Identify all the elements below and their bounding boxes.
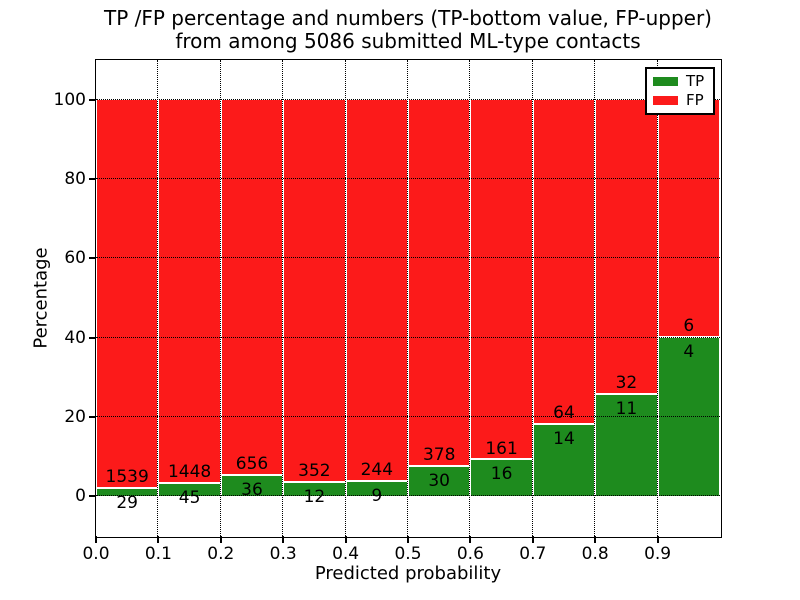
bar-label-fp-0: 1539 bbox=[105, 467, 149, 488]
gridline-x-0.1 bbox=[157, 60, 159, 536]
y-tick-label-100: 100 bbox=[53, 89, 86, 110]
gridline-y-20 bbox=[96, 416, 720, 417]
bar-fp-9 bbox=[657, 99, 720, 338]
x-tick-0.4 bbox=[344, 536, 347, 543]
legend-label-tp: TP bbox=[686, 72, 705, 90]
y-tick-label-0: 0 bbox=[75, 486, 86, 507]
legend-swatch-tp bbox=[653, 77, 678, 86]
x-tick-0.9 bbox=[656, 536, 659, 543]
x-tick-label-0.5: 0.5 bbox=[394, 544, 422, 564]
x-tick-0.5 bbox=[407, 536, 409, 543]
bar-fp-5 bbox=[408, 99, 471, 468]
bar-label-tp-2: 36 bbox=[241, 479, 263, 500]
gridline-x-0.8 bbox=[594, 60, 596, 536]
bar-tp-8 bbox=[595, 394, 658, 497]
y-tick-label-20: 20 bbox=[64, 407, 86, 427]
y-tick-label-60: 60 bbox=[64, 248, 86, 269]
bar-tp-6 bbox=[470, 460, 533, 497]
bar-tp-5 bbox=[408, 467, 471, 497]
legend: TP FP bbox=[645, 67, 715, 115]
x-tick-0.2 bbox=[219, 536, 222, 543]
gridline-x-0.2 bbox=[219, 60, 221, 536]
bar-label-fp-5: 378 bbox=[422, 445, 456, 466]
legend-label-fp: FP bbox=[686, 91, 704, 109]
bar-label-fp-9: 6 bbox=[683, 315, 695, 336]
legend-item-fp: FP bbox=[653, 91, 707, 110]
y-tick-label-40: 40 bbox=[64, 327, 86, 348]
y-tick-label-80: 80 bbox=[64, 169, 86, 189]
gridline-x-0.9 bbox=[656, 60, 658, 536]
bar-label-fp-8: 32 bbox=[615, 372, 638, 393]
bar-fp-2 bbox=[220, 99, 284, 476]
gridline-x-0.7 bbox=[531, 60, 533, 536]
chart-title-line1: TP /FP percentage and numbers (TP-bottom… bbox=[104, 6, 712, 30]
bar-fp-1 bbox=[158, 99, 221, 485]
x-tick-0.0 bbox=[95, 536, 97, 543]
y-tick-20 bbox=[89, 416, 96, 418]
x-tick-0.3 bbox=[282, 536, 285, 543]
bar-label-tp-8: 11 bbox=[615, 398, 638, 419]
x-tick-label-0.6: 0.6 bbox=[456, 544, 484, 564]
y-tick-100 bbox=[89, 98, 96, 101]
bar-label-tp-6: 16 bbox=[490, 464, 513, 485]
bar-fp-8 bbox=[595, 99, 658, 395]
gridline-y-60 bbox=[96, 257, 720, 259]
bar-fp-4 bbox=[345, 99, 408, 483]
bar-fp-3 bbox=[283, 99, 346, 484]
bar-label-fp-7: 64 bbox=[553, 403, 575, 424]
x-tick-label-0.0: 0.0 bbox=[82, 544, 110, 564]
bar-label-fp-1: 1448 bbox=[167, 462, 212, 483]
y-tick-80 bbox=[89, 178, 96, 180]
legend-swatch-fp bbox=[653, 96, 678, 105]
x-tick-label-0.8: 0.8 bbox=[581, 544, 609, 564]
x-tick-0.6 bbox=[469, 536, 472, 543]
gridline-y-0 bbox=[96, 495, 720, 497]
x-tick-label-0.4: 0.4 bbox=[332, 544, 360, 564]
x-tick-label-0.1: 0.1 bbox=[144, 544, 172, 564]
y-tick-60 bbox=[89, 257, 96, 260]
x-tick-0.8 bbox=[594, 536, 597, 543]
chart-title-line2: from among 5086 submitted ML-type contac… bbox=[175, 29, 641, 53]
y-tick-40 bbox=[89, 336, 96, 339]
x-tick-label-0.3: 0.3 bbox=[269, 544, 297, 564]
x-tick-0.7 bbox=[531, 536, 534, 543]
bar-label-tp-5: 30 bbox=[428, 471, 450, 492]
gridline-y-100 bbox=[96, 98, 720, 100]
bar-fp-6 bbox=[470, 99, 533, 461]
x-axis-label: Predicted probability bbox=[314, 563, 502, 584]
gridline-x-0.5 bbox=[407, 60, 408, 536]
bar-label-fp-4: 244 bbox=[360, 460, 394, 481]
bar-label-tp-0: 29 bbox=[116, 492, 138, 513]
bar-label-tp-9: 4 bbox=[683, 341, 695, 362]
bar-label-tp-3: 12 bbox=[303, 487, 326, 508]
legend-item-tp: TP bbox=[653, 72, 707, 91]
bar-label-tp-1: 45 bbox=[178, 488, 201, 509]
bar-label-tp-7: 14 bbox=[553, 429, 575, 450]
x-tick-0.1 bbox=[157, 536, 160, 543]
y-tick-0 bbox=[89, 495, 96, 498]
chart-title: TP /FP percentage and numbers (TP-bottom… bbox=[96, 7, 720, 53]
x-tick-label-0.7: 0.7 bbox=[519, 544, 547, 564]
bar-label-fp-3: 352 bbox=[298, 461, 331, 482]
y-axis-label: Percentage bbox=[30, 247, 52, 349]
bar-fp-7 bbox=[532, 99, 596, 426]
gridline-x-0.4 bbox=[344, 60, 346, 536]
bar-label-fp-2: 656 bbox=[235, 453, 269, 474]
bar-tp-7 bbox=[532, 425, 596, 497]
x-tick-label-0.9: 0.9 bbox=[644, 544, 672, 564]
bar-label-tp-4: 9 bbox=[371, 486, 383, 507]
x-tick-label-0.2: 0.2 bbox=[207, 544, 235, 564]
gridline-x-0.6 bbox=[469, 60, 471, 536]
gridline-y-80 bbox=[96, 178, 720, 179]
bar-fp-0 bbox=[96, 99, 159, 489]
gridline-y-40 bbox=[96, 336, 720, 338]
gridline-x-0.3 bbox=[282, 60, 284, 536]
bar-label-fp-6: 161 bbox=[485, 438, 518, 459]
